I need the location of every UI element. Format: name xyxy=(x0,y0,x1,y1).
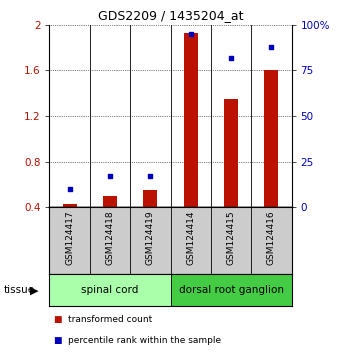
Text: GSM124418: GSM124418 xyxy=(105,210,115,265)
Text: GSM124417: GSM124417 xyxy=(65,210,74,265)
Text: transformed count: transformed count xyxy=(68,315,152,324)
Bar xyxy=(49,274,170,306)
Text: dorsal root ganglion: dorsal root ganglion xyxy=(179,285,283,295)
Bar xyxy=(264,70,279,207)
Bar xyxy=(183,33,198,207)
Point xyxy=(228,55,234,61)
Text: spinal cord: spinal cord xyxy=(81,285,139,295)
Text: ■: ■ xyxy=(53,315,61,324)
Bar xyxy=(143,190,158,207)
Text: GSM124419: GSM124419 xyxy=(146,210,155,265)
Text: GSM124416: GSM124416 xyxy=(267,210,276,265)
Text: tissue: tissue xyxy=(3,285,34,295)
Title: GDS2209 / 1435204_at: GDS2209 / 1435204_at xyxy=(98,9,243,22)
Point xyxy=(188,31,193,37)
Text: ▶: ▶ xyxy=(30,285,39,295)
Text: percentile rank within the sample: percentile rank within the sample xyxy=(68,336,221,345)
Point xyxy=(148,173,153,179)
Bar xyxy=(224,99,238,207)
Point xyxy=(269,44,274,50)
Text: GSM124415: GSM124415 xyxy=(226,210,236,265)
Point xyxy=(107,173,113,179)
Point xyxy=(67,186,72,192)
Bar xyxy=(103,196,117,207)
Text: ■: ■ xyxy=(53,336,61,345)
Bar xyxy=(62,204,77,207)
Text: GSM124414: GSM124414 xyxy=(186,210,195,265)
Bar xyxy=(170,274,292,306)
